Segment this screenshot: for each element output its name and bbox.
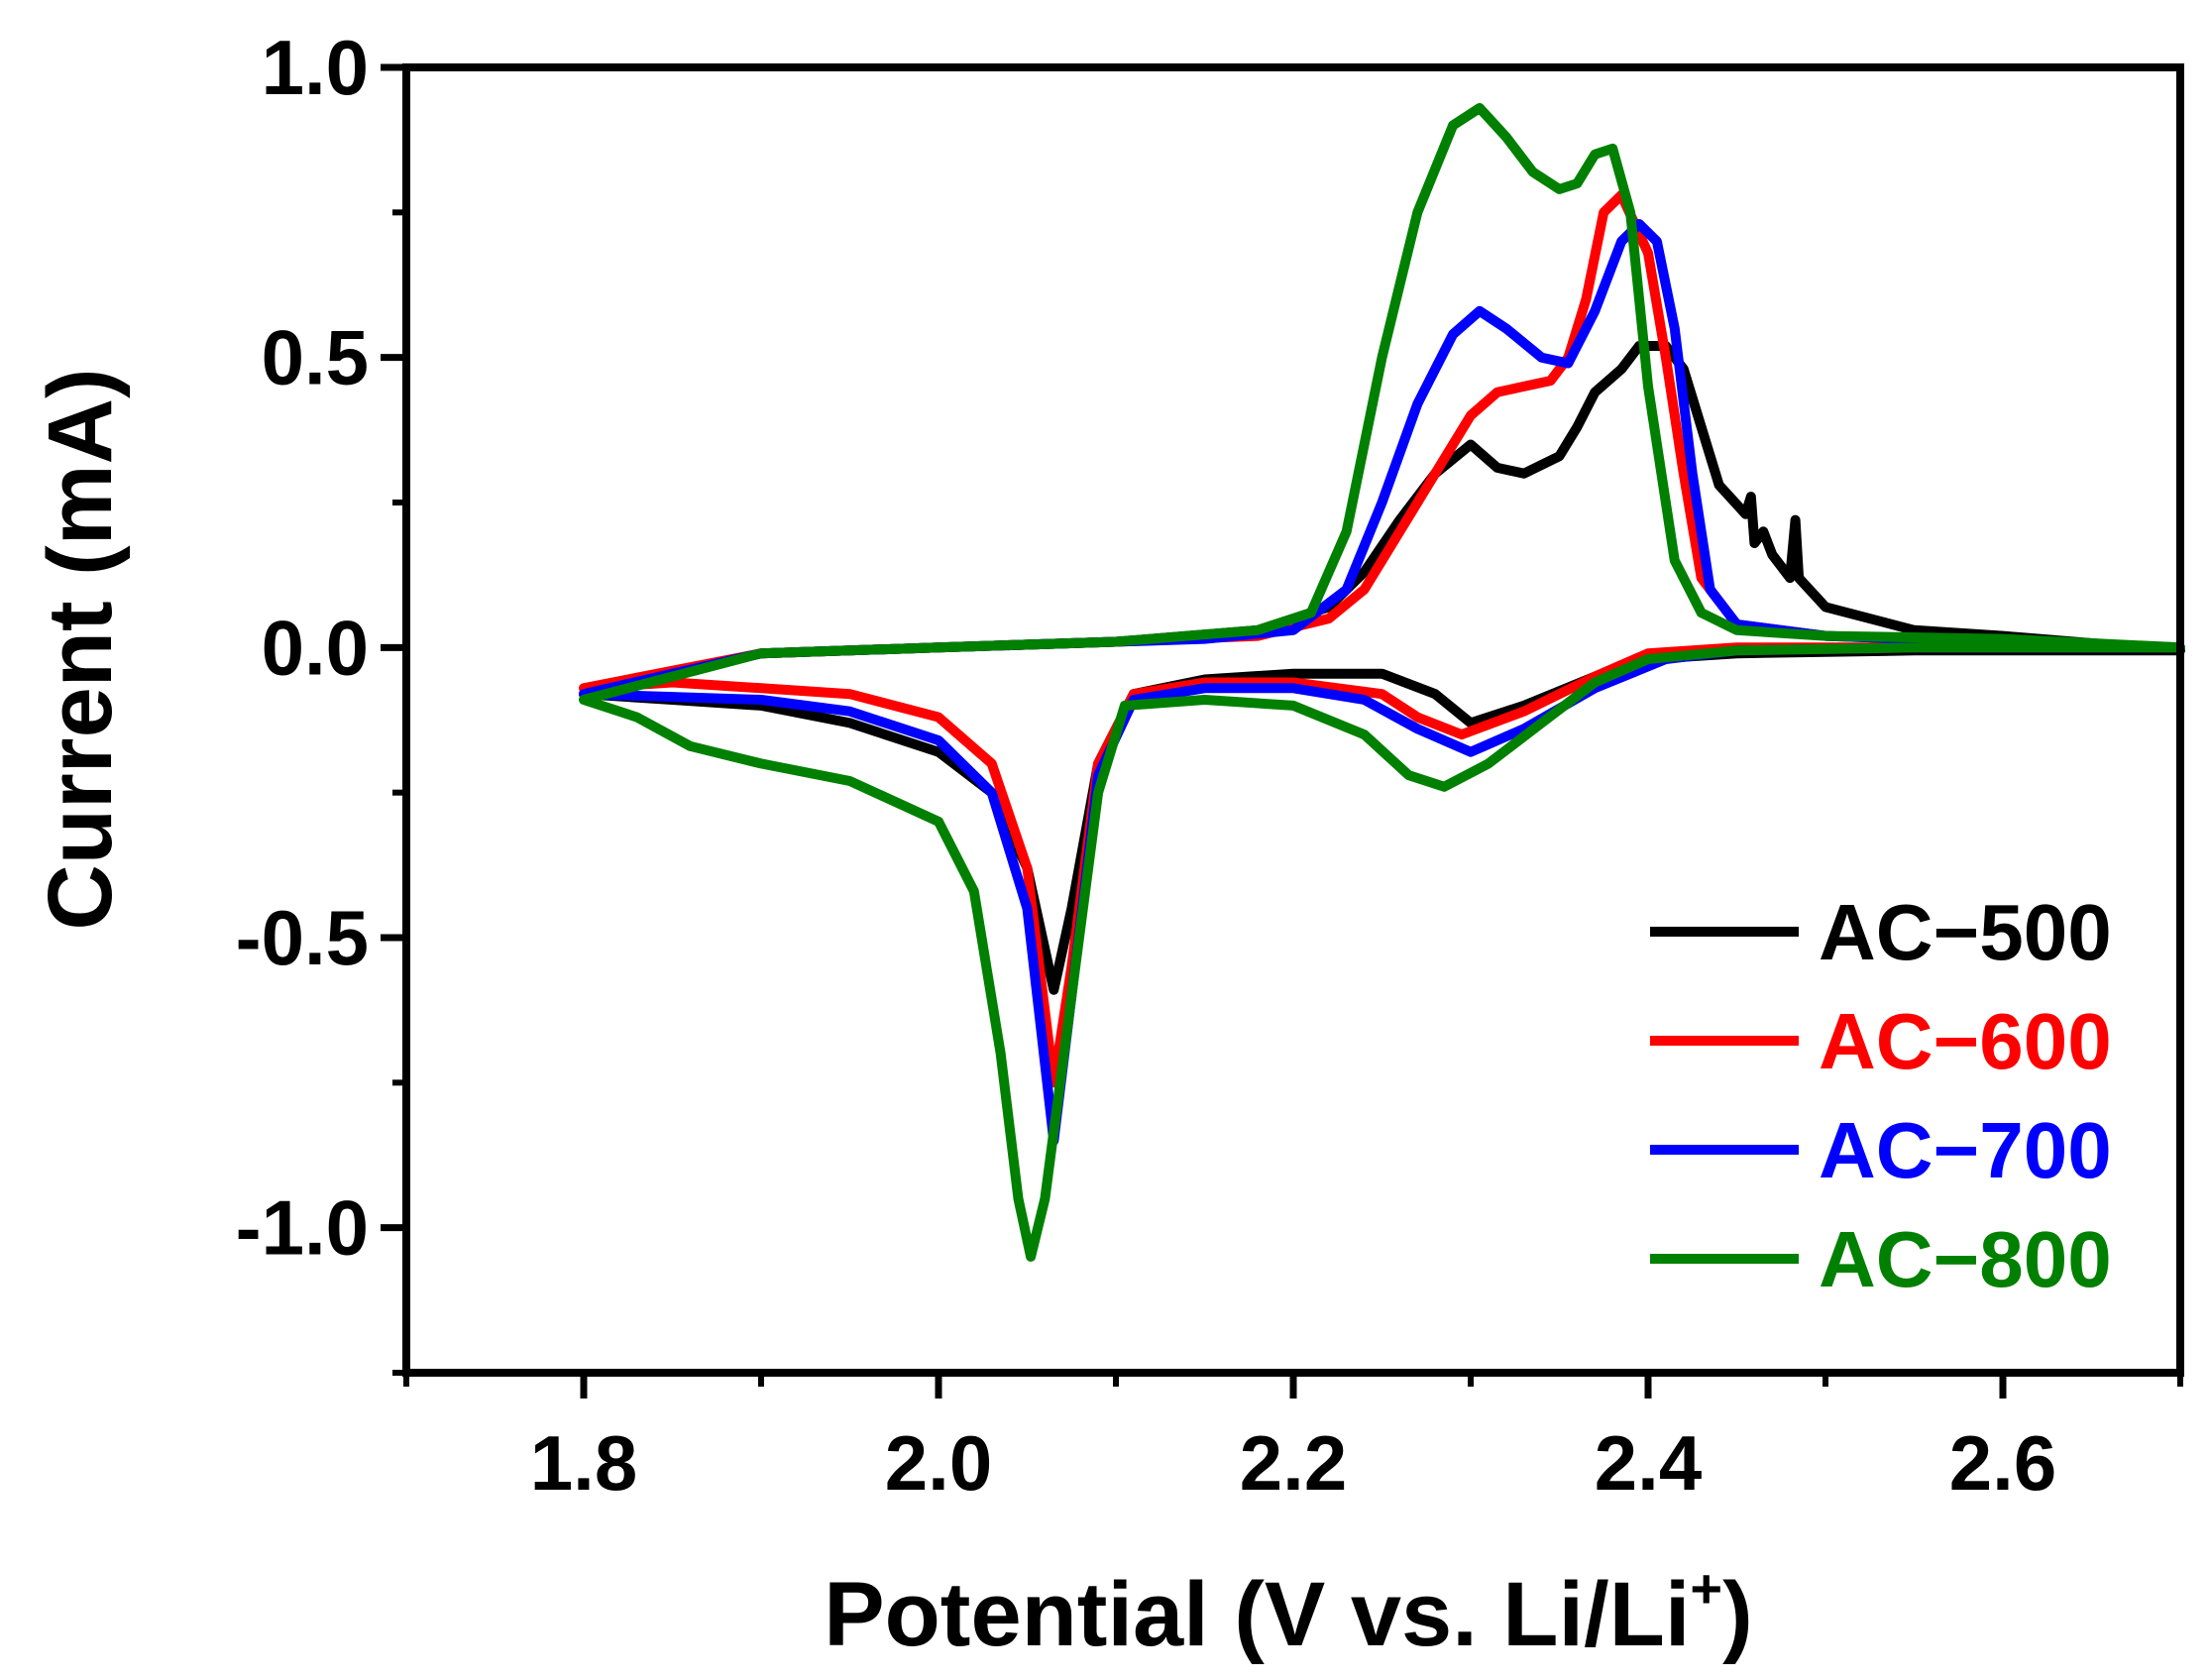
ticks-layer: 1.8 2.0 2.2 2.4 2.6 1.0 0.5 0.0 -0.5 -1.0: [236, 24, 2183, 1507]
y-tick-label: 0.5: [262, 314, 369, 401]
x-axis-title-close: ): [1722, 1564, 1753, 1665]
legend-label: AC−800: [1819, 1215, 2112, 1303]
series-line-ac-800: [579, 103, 2185, 1262]
legend-label: AC−700: [1819, 1106, 2112, 1194]
legend-label: AC−600: [1819, 997, 2112, 1085]
series-layer: [579, 103, 2185, 1262]
x-axis-title-main: Potential (V vs. Li/Li: [824, 1564, 1690, 1665]
y-tick-label: 1.0: [262, 24, 369, 111]
legend: AC−500 AC−600 AC−700 AC−800: [1650, 888, 2112, 1303]
x-tick-label: 1.8: [530, 1419, 637, 1507]
y-axis-title: Current (mA): [30, 368, 131, 930]
y-tick-label: -0.5: [236, 894, 369, 981]
x-tick-label: 2.6: [1949, 1419, 2056, 1507]
x-tick-label: 2.2: [1240, 1419, 1347, 1507]
x-tick-label: 2.0: [885, 1419, 992, 1507]
x-tick-label: 2.4: [1595, 1419, 1702, 1507]
x-axis-title: Potential (V vs. Li/Li+): [824, 1557, 1752, 1665]
x-axis-title-superscript: +: [1690, 1557, 1722, 1620]
legend-label: AC−500: [1819, 888, 2112, 976]
y-tick-label: -1.0: [236, 1184, 369, 1272]
y-tick-label: 0.0: [262, 604, 369, 691]
